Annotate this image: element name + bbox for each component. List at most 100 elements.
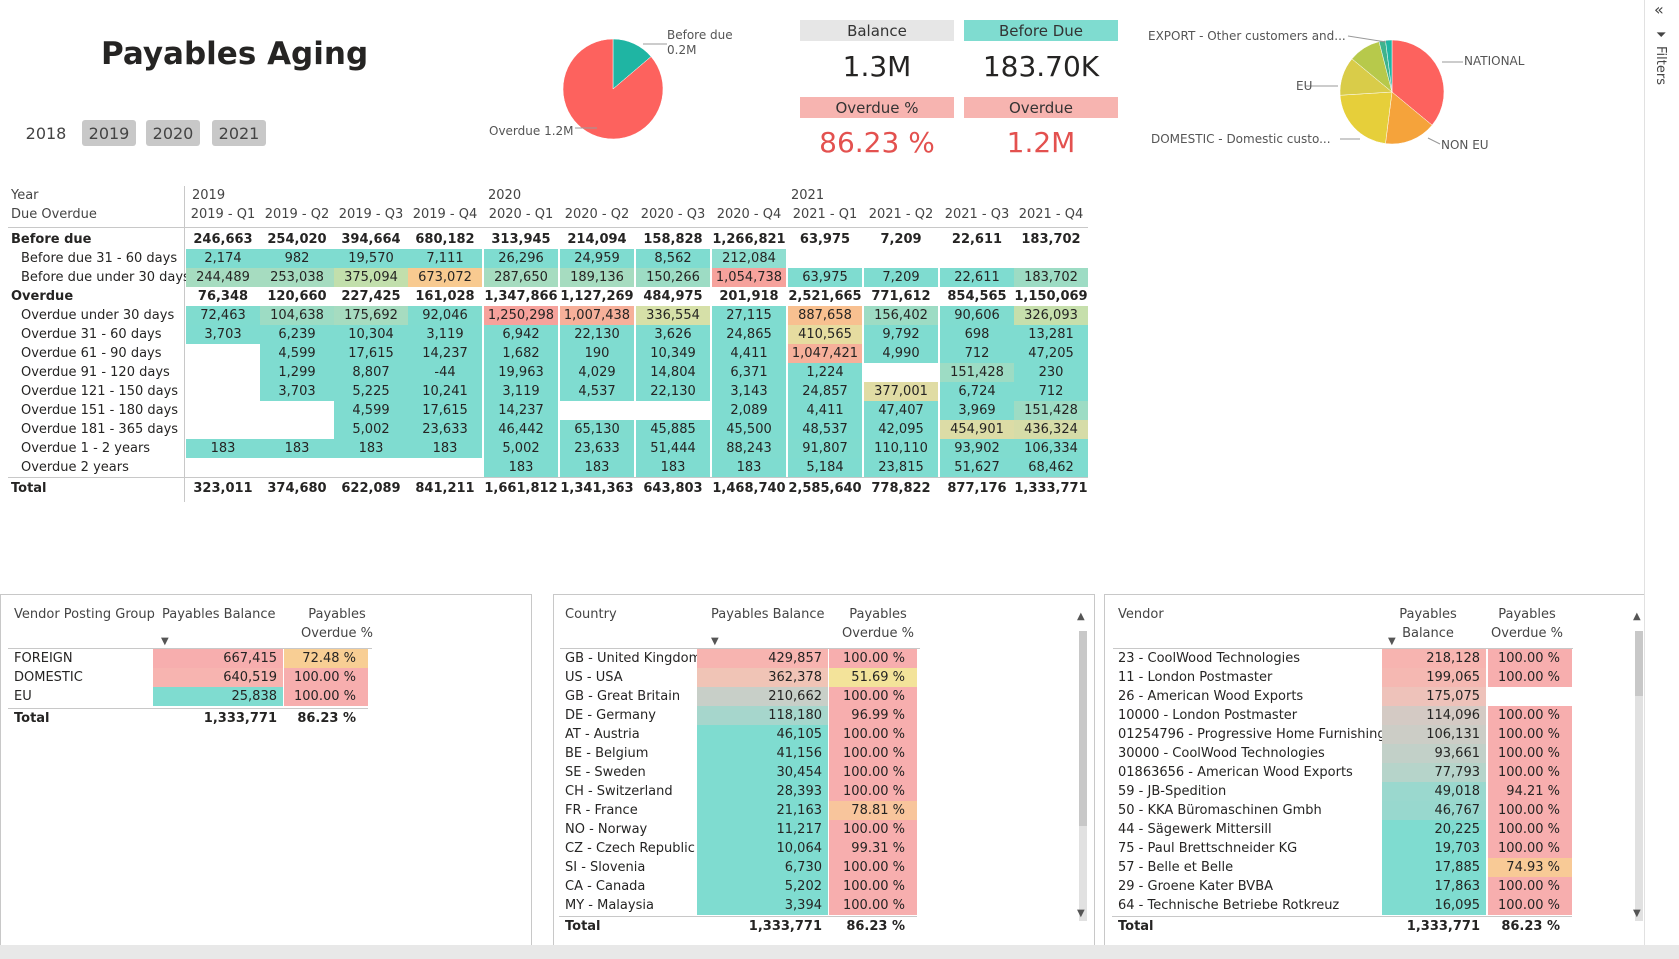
scrollbar-thumb[interactable] [1635,631,1643,696]
matrix-col-header[interactable]: 2019 - Q4 [412,207,478,222]
table-row-name[interactable]: 10000 - London Postmaster [1118,708,1298,723]
matrix-year-group[interactable]: 2021 [791,188,825,203]
filters-pane[interactable]: « ⏷ Filters [1644,0,1679,959]
table-row-name[interactable]: 23 - CoolWood Technologies [1118,651,1300,666]
group-slice-national[interactable] [1391,39,1445,126]
table-row-name[interactable]: EU [14,689,32,704]
sort-desc-icon[interactable]: ▼ [711,636,719,647]
table-row-name[interactable]: CA - Canada [565,879,646,894]
table-row-name[interactable]: 64 - Technische Betriebe Rotkreuz [1118,898,1340,913]
matrix-row-label[interactable]: Before due 31 - 60 days [21,251,178,266]
matrix-col-header[interactable]: 2019 - Q2 [264,207,330,222]
matrix-row-label[interactable]: Before due under 30 days [21,270,190,285]
matrix-row-label[interactable]: Overdue 61 - 90 days [21,346,162,361]
scroll-down-icon[interactable]: ▼ [1633,908,1641,919]
table-row-name[interactable]: GB - Great Britain [565,689,681,704]
table-row-name[interactable]: SE - Sweden [565,765,646,780]
matrix-col-header[interactable]: 2021 - Q2 [868,207,934,222]
matrix-row-label[interactable]: Overdue under 30 days [21,308,175,323]
matrix-cell: 212,084 [712,249,786,268]
matrix-col-header[interactable]: 2020 - Q3 [640,207,706,222]
table-row-name[interactable]: US - USA [565,670,623,685]
table-row-name[interactable]: AT - Austria [565,727,640,742]
sort-desc-icon[interactable]: ▼ [1388,636,1396,647]
scroll-down-icon[interactable]: ▼ [1077,908,1085,919]
matrix-year-group[interactable]: 2019 [192,188,226,203]
country-col-header-pct-line1[interactable]: Payables [849,607,907,622]
scrollbar-thumb[interactable] [1079,631,1087,826]
table-row-name[interactable]: CH - Switzerland [565,784,673,799]
table-row-name[interactable]: 44 - Sägewerk Mittersill [1118,822,1272,837]
year-slicer-2019[interactable]: 2019 [82,120,136,146]
table-row-name[interactable]: BE - Belgium [565,746,649,761]
matrix-col-header[interactable]: 2021 - Q3 [944,207,1010,222]
collapse-icon[interactable]: « [1654,0,1664,19]
table-row-name[interactable]: 11 - London Postmaster [1118,670,1273,685]
vpg-col-header-balance[interactable]: Payables Balance [162,607,276,622]
matrix-row-label[interactable]: Overdue 151 - 180 days [21,403,179,418]
table-row-name[interactable]: 26 - American Wood Exports [1118,689,1304,704]
table-row-name[interactable]: 75 - Paul Brettschneider KG [1118,841,1298,856]
filters-label[interactable]: Filters [1653,46,1668,85]
filter-icon[interactable]: ⏷ [1656,28,1667,43]
scroll-up-icon[interactable]: ▲ [1077,611,1085,622]
matrix-row-label[interactable]: Overdue [11,289,74,304]
table-row-name[interactable]: 01254796 - Progressive Home Furnishings [1118,727,1393,742]
matrix-row-label[interactable]: Overdue 181 - 365 days [21,422,179,437]
matrix-row-label[interactable]: Overdue 1 - 2 years [21,441,151,456]
table-row-name[interactable]: 29 - Groene Kater BVBA [1118,879,1274,894]
matrix-row-label[interactable]: Overdue 2 years [21,460,129,475]
table-row-name[interactable]: MY - Malaysia [565,898,654,913]
table-row-name[interactable]: CZ - Czech Republic [565,841,695,856]
status-pie-chart[interactable] [560,36,666,142]
matrix-row-label[interactable]: Total [11,481,47,496]
table-row-name[interactable]: GB - United Kingdom [565,651,702,666]
matrix-col-header[interactable]: 2019 - Q3 [338,207,404,222]
matrix-col-header[interactable]: 2020 - Q4 [716,207,782,222]
country-col-header-balance[interactable]: Payables Balance [711,607,825,622]
table-row-name[interactable]: SI - Slovenia [565,860,646,875]
status-slice-overdue[interactable] [562,38,664,140]
table-row-name[interactable]: 50 - KKA Büromaschinen Gmbh [1118,803,1322,818]
vpg-col-header-group[interactable]: Vendor Posting Group [14,607,155,622]
year-slicer-2020[interactable]: 2020 [146,120,200,146]
vendor-col-header-vendor[interactable]: Vendor [1118,607,1164,622]
vpg-col-header-pct-line1[interactable]: Payables [308,607,366,622]
country-col-header-country[interactable]: Country [565,607,617,622]
matrix-row-label[interactable]: Overdue 91 - 120 days [21,365,170,380]
table-row-name[interactable]: NO - Norway [565,822,648,837]
group-slice-non-eu[interactable] [1385,91,1433,145]
table-row-name[interactable]: 30000 - CoolWood Technologies [1118,746,1325,761]
vendor-scrollbar[interactable] [1635,631,1643,921]
group-pie-chart[interactable] [1338,38,1446,146]
table-cell-pct: 100.00 % [1488,725,1572,744]
table-row-name[interactable]: 57 - Belle et Belle [1118,860,1234,875]
table-row-name[interactable]: 01863656 - American Wood Exports [1118,765,1353,780]
matrix-col-header[interactable]: 2020 - Q2 [564,207,630,222]
matrix-col-header[interactable]: 2021 - Q4 [1018,207,1084,222]
table-cell-balance: 429,857 [697,649,828,668]
matrix-cell: 183 [712,458,786,477]
sort-desc-icon[interactable]: ▼ [161,636,169,647]
scroll-up-icon[interactable]: ▲ [1633,611,1641,622]
vendor-col-header-pct-line1[interactable]: Payables [1498,607,1556,622]
matrix-year-group[interactable]: 2020 [488,188,522,203]
matrix-col-header[interactable]: 2020 - Q1 [488,207,554,222]
matrix-col-header[interactable]: 2021 - Q1 [792,207,858,222]
year-slicer-2018[interactable]: 2018 [25,123,67,143]
matrix-row-label[interactable]: Overdue 31 - 60 days [21,327,162,342]
table-row-name[interactable]: FOREIGN [14,651,73,666]
table-row-name[interactable]: DE - Germany [565,708,656,723]
table-row-name[interactable]: FR - France [565,803,638,818]
matrix-col-header[interactable]: 2019 - Q1 [190,207,256,222]
table-row-name[interactable]: 59 - JB-Spedition [1118,784,1227,799]
group-slice-other2[interactable] [1385,39,1393,93]
matrix-row-label[interactable]: Overdue 121 - 150 days [21,384,179,399]
matrix-row-label[interactable]: Before due [11,232,92,247]
table-row-name[interactable]: DOMESTIC [14,670,83,685]
matrix-cell: 183 [408,439,482,458]
group-slice-domestic[interactable] [1339,91,1393,144]
country-scrollbar[interactable] [1079,631,1087,921]
year-slicer-2021[interactable]: 2021 [212,120,266,146]
vendor-col-header-balance-line1[interactable]: Payables [1399,607,1457,622]
